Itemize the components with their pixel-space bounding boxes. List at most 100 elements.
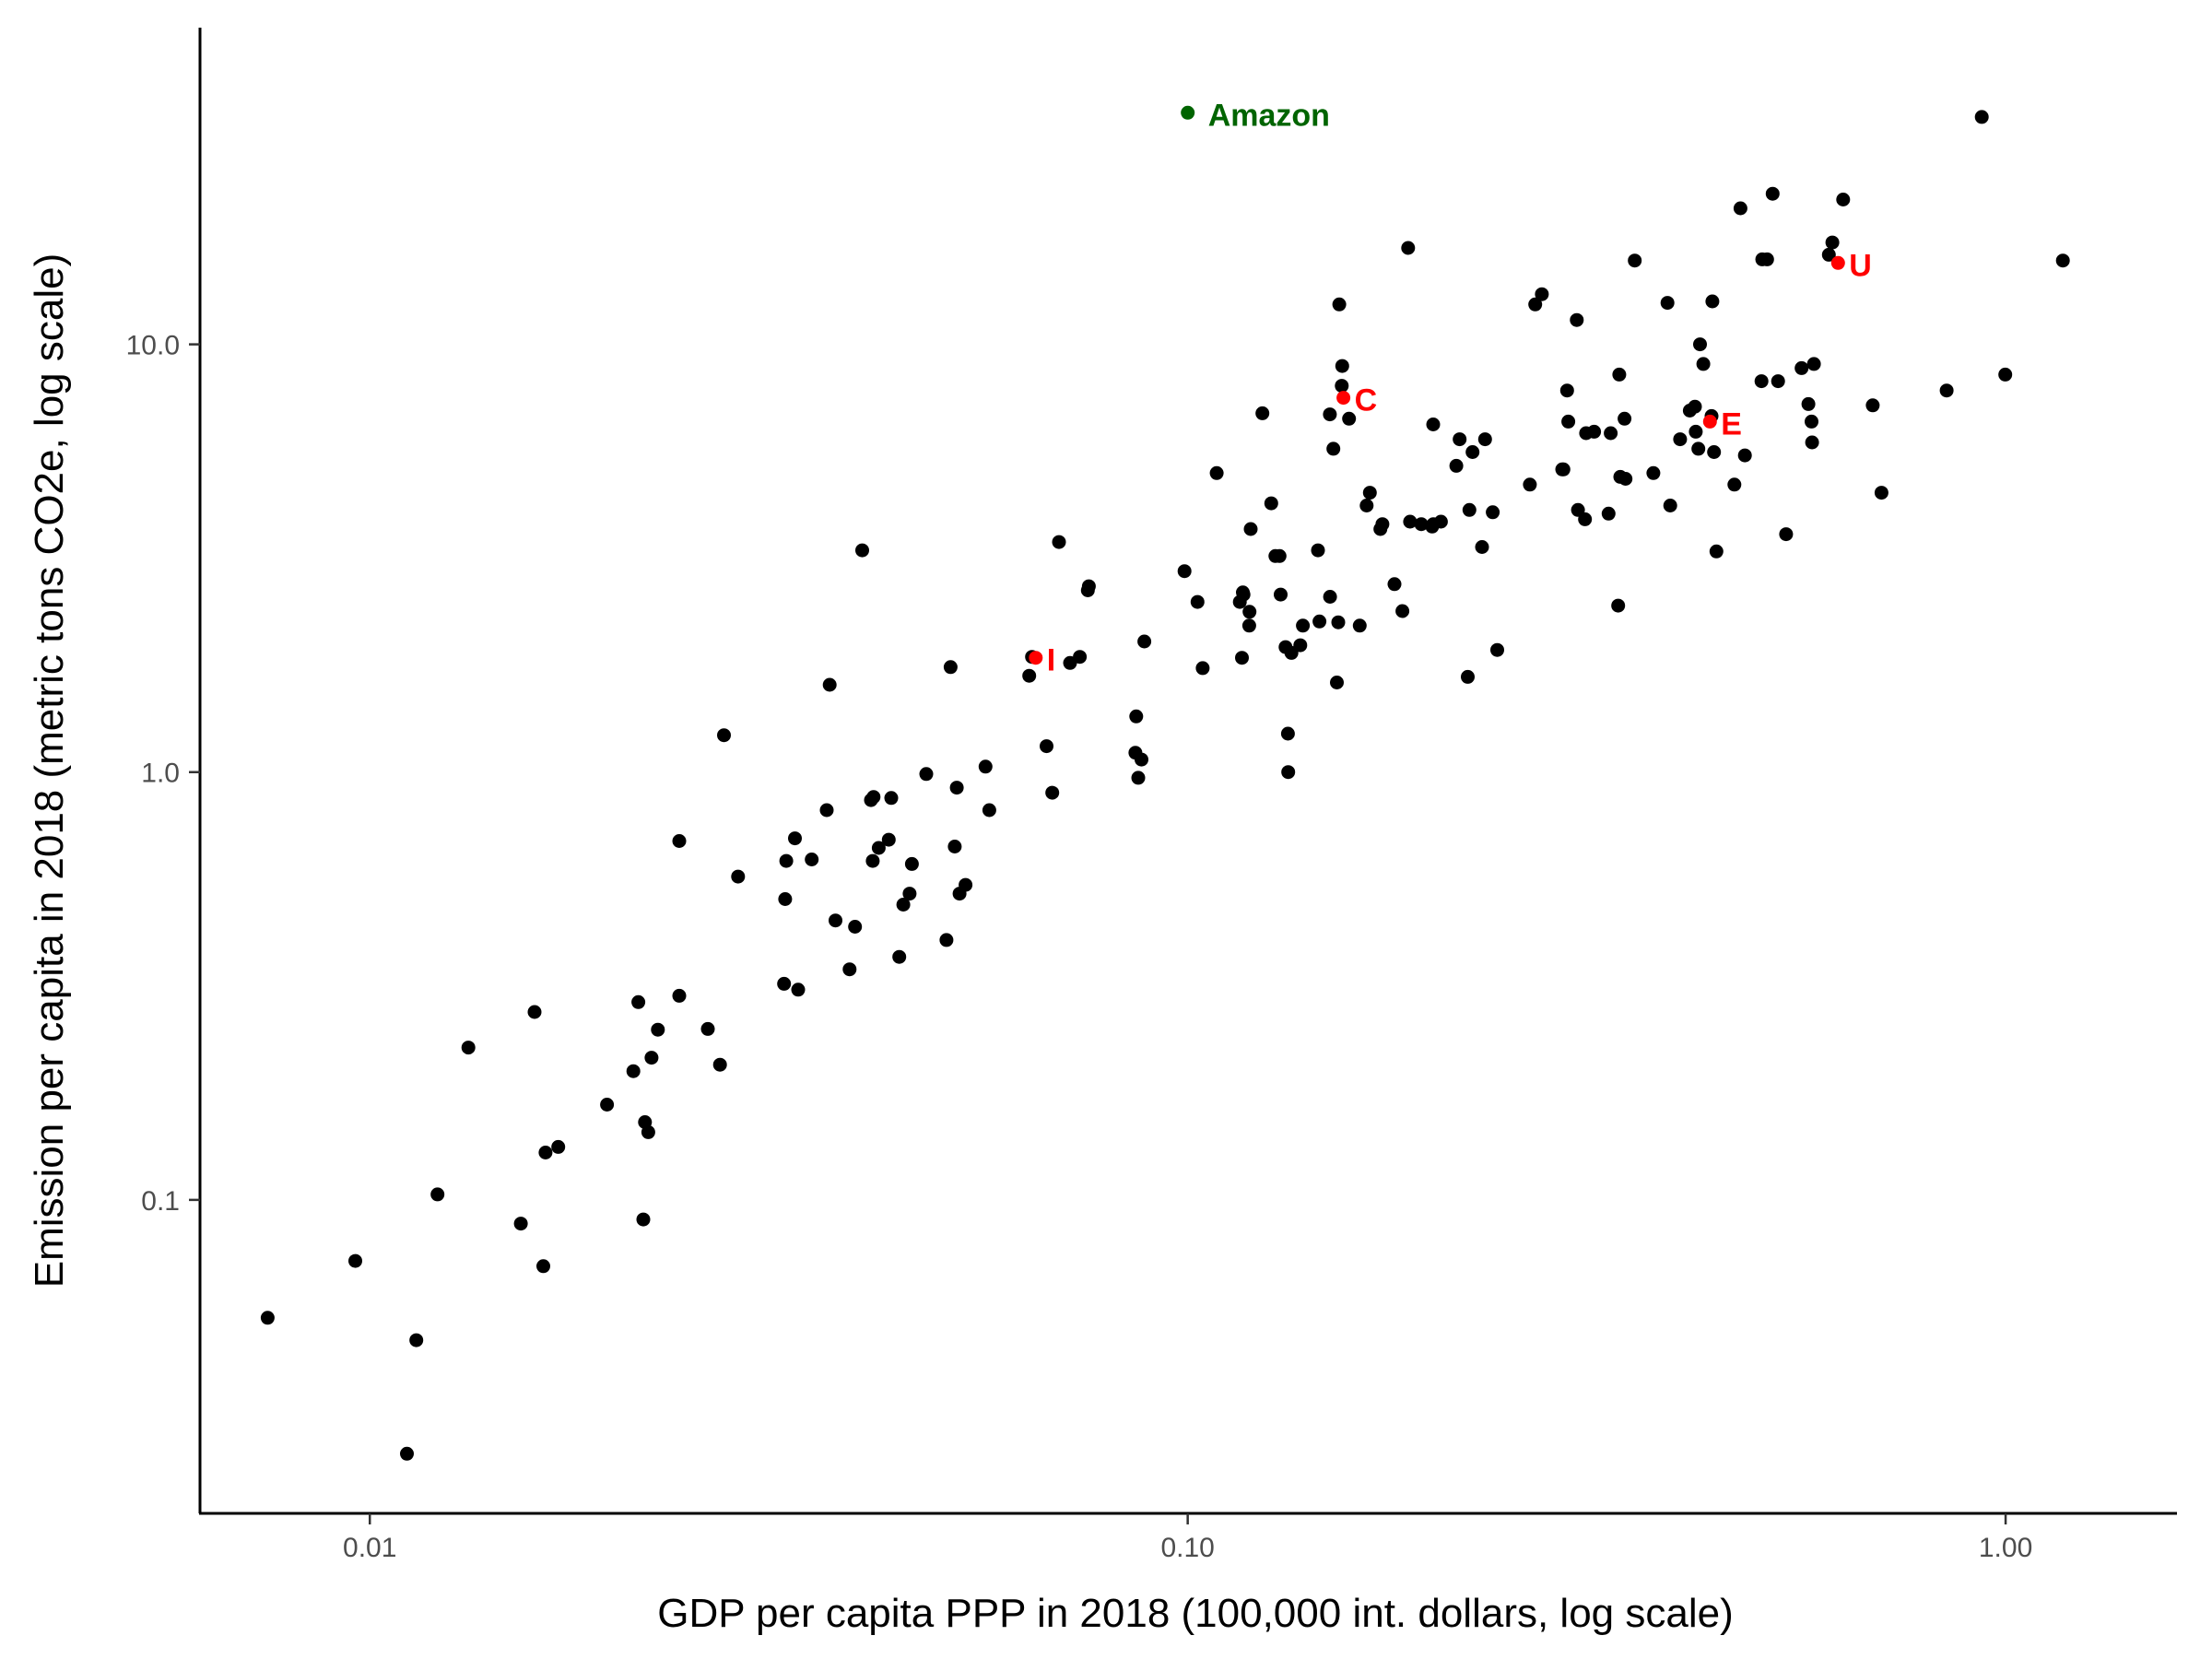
data-point (822, 677, 837, 692)
data-point (1601, 506, 1616, 521)
data-point (896, 898, 911, 912)
data-point (1022, 668, 1037, 683)
data-point (1073, 650, 1088, 665)
data-point (644, 1051, 659, 1065)
data-point (1243, 522, 1258, 536)
data-point (400, 1446, 414, 1461)
data-point (2055, 253, 2070, 268)
data-point (1131, 771, 1146, 785)
data-point (600, 1098, 615, 1112)
data-point (1663, 499, 1677, 512)
data-point (1255, 406, 1270, 420)
data-point (1052, 535, 1066, 549)
data-point (871, 841, 886, 855)
x-axis-title: GDP per capita PPP in 2018 (100,000 int.… (657, 1591, 1734, 1636)
data-point (1771, 374, 1785, 389)
data-point (1709, 544, 1724, 559)
data-point (1272, 548, 1287, 563)
data-point (1688, 399, 1702, 414)
data-point (919, 767, 934, 782)
data-point (1806, 357, 1821, 371)
data-point (536, 1259, 550, 1274)
data-point (1673, 432, 1688, 447)
data-point (1236, 587, 1251, 602)
data-point (1395, 604, 1410, 618)
y-ticks: 0.1 1.0 10.0 (126, 331, 200, 1217)
data-point (1209, 465, 1224, 480)
data-point (1040, 739, 1053, 754)
data-point (1618, 472, 1633, 486)
data-point (1559, 383, 1574, 398)
data-point (1401, 241, 1416, 255)
data-point (1241, 618, 1256, 633)
data-point (1754, 374, 1769, 389)
data-point (626, 1064, 641, 1078)
data-point (805, 853, 819, 866)
data-point (1449, 458, 1464, 473)
data-point (1556, 462, 1571, 477)
data-point (1578, 512, 1593, 526)
data-point (1874, 486, 1888, 500)
data-point (777, 976, 792, 991)
data-point (1759, 252, 1774, 266)
data-point (1264, 496, 1278, 511)
data-point (1195, 661, 1210, 676)
data-point (902, 887, 917, 901)
amazon-label: Amazon (1208, 98, 1330, 133)
data-point (1414, 517, 1429, 532)
data-point (1332, 297, 1347, 312)
data-point (939, 933, 954, 947)
data-point (982, 803, 996, 818)
data-point (527, 1005, 542, 1019)
data-point (791, 982, 806, 997)
data-point (829, 913, 842, 928)
data-point (1561, 414, 1576, 429)
data-point (1296, 618, 1311, 633)
data-point (1477, 432, 1492, 447)
x-tick-label: 0.01 (343, 1533, 396, 1563)
data-point (1045, 785, 1060, 800)
highlight-point-c (1336, 391, 1351, 406)
data-point (1362, 486, 1377, 500)
data-point (1535, 287, 1549, 301)
data-point (1733, 201, 1747, 216)
data-point (1280, 726, 1295, 741)
highlight-label-c: C (1355, 383, 1378, 418)
data-point (1475, 540, 1489, 554)
data-point (1646, 465, 1661, 480)
data-point (1805, 435, 1819, 450)
data-point (778, 892, 793, 906)
data-point (1323, 407, 1337, 422)
data-point (651, 1022, 665, 1037)
data-point (538, 1146, 553, 1159)
amazon-point-marker (1181, 105, 1195, 120)
data-point (1326, 441, 1341, 456)
data-point (1604, 426, 1618, 441)
data-point (551, 1139, 566, 1154)
data-point (1137, 634, 1152, 649)
data-point (959, 877, 973, 892)
data-point (865, 853, 880, 868)
data-point (1433, 514, 1448, 529)
data-point (1135, 752, 1148, 767)
y-tick-label: 10.0 (126, 331, 180, 361)
data-point (1779, 527, 1794, 542)
data-point (513, 1217, 528, 1231)
data-point (855, 543, 869, 558)
data-point (1805, 414, 1818, 429)
data-point (1486, 505, 1500, 520)
data-point (260, 1311, 275, 1325)
data-point (461, 1041, 476, 1055)
data-point (949, 781, 964, 795)
highlight-label-e: E (1721, 406, 1742, 441)
data-point (1611, 598, 1626, 613)
data-point (884, 791, 899, 806)
data-point (1612, 367, 1627, 382)
data-point (1865, 398, 1880, 413)
data-point (1375, 517, 1390, 532)
highlight-point-e (1702, 414, 1717, 429)
data-point (1330, 676, 1344, 689)
data-point (1939, 383, 1954, 398)
